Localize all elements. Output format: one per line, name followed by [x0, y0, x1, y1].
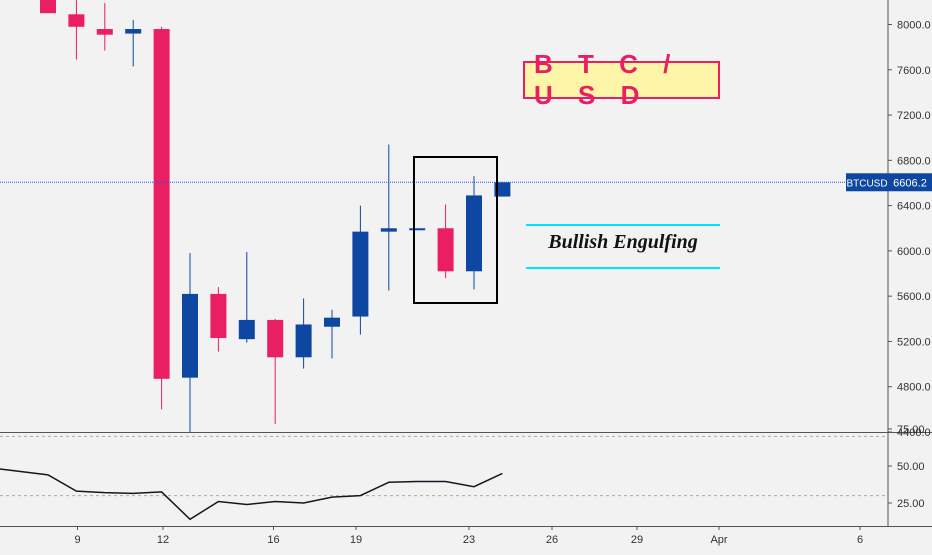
y-tick-label: 7600.0: [897, 65, 931, 77]
candle: [267, 318, 284, 425]
candle: [182, 253, 198, 432]
chart-title-box: B T C / U S D: [523, 49, 720, 110]
candle-body: [238, 319, 255, 340]
candle-body: [96, 29, 113, 35]
candle: [68, 0, 85, 60]
y-tick-label: 5200.0: [897, 336, 931, 348]
x-tick-label: 16: [267, 534, 279, 546]
candle-body: [437, 228, 454, 272]
indicator-y-tick-label: 50.00: [897, 461, 925, 473]
candle: [210, 287, 227, 352]
last-price-value: 6606.2: [893, 177, 927, 189]
candle-body: [68, 14, 85, 27]
y-tick-label: 7200.0: [897, 110, 931, 122]
candle-body: [210, 293, 227, 339]
y-tick-label: 6000.0: [897, 246, 931, 258]
candle-body: [267, 319, 284, 358]
candle: [153, 26, 170, 410]
x-tick-label: 12: [157, 534, 169, 546]
candle-body: [380, 228, 397, 232]
last-price-symbol-tag: [846, 173, 888, 192]
candle: [324, 309, 340, 359]
candle-body: [494, 182, 511, 197]
candle: [40, 0, 56, 14]
candle: [466, 176, 482, 290]
candle: [409, 228, 426, 231]
x-tick-label: Apr: [710, 534, 727, 546]
candle-body: [352, 231, 369, 317]
x-tick-label: 29: [631, 534, 643, 546]
candle-body: [295, 324, 312, 358]
candle-body: [324, 317, 340, 327]
candle-body: [153, 29, 170, 379]
candle: [494, 181, 511, 197]
x-tick-label: 9: [74, 534, 80, 546]
x-tick-label: 26: [546, 534, 558, 546]
y-tick-label: 4800.0: [897, 382, 931, 394]
candle: [238, 252, 255, 343]
candle-body: [182, 293, 198, 378]
indicator-line: [0, 468, 503, 521]
candle: [352, 205, 369, 335]
candle-body: [125, 29, 142, 34]
x-tick-label: 19: [350, 534, 362, 546]
y-tick-label: 4400.0: [897, 427, 931, 439]
y-tick-label: 6800.0: [897, 155, 931, 167]
pattern-annotation-label: Bullish Engulfing: [548, 231, 698, 253]
candle: [437, 204, 454, 279]
candles-group: [40, 0, 511, 432]
pattern-highlight-box: [413, 156, 498, 304]
candle-body: [466, 195, 482, 272]
last-price-symbol: BTCUSD: [846, 178, 887, 189]
candle-body: [40, 0, 56, 14]
candle: [380, 144, 397, 291]
x-tick-label: 6: [857, 534, 863, 546]
candle: [96, 2, 113, 51]
candle-body: [409, 228, 426, 231]
candle: [125, 19, 142, 67]
y-tick-label: 5600.0: [897, 291, 931, 303]
indicator-y-tick-label: 25.00: [897, 498, 925, 510]
x-tick-label: 23: [463, 534, 475, 546]
indicator-y-tick-label: 75.00: [897, 424, 925, 436]
candle: [295, 298, 312, 369]
y-tick-label: 6400.0: [897, 201, 931, 213]
last-price-value-tag: [888, 173, 932, 192]
y-tick-label: 8000.0: [897, 20, 931, 32]
